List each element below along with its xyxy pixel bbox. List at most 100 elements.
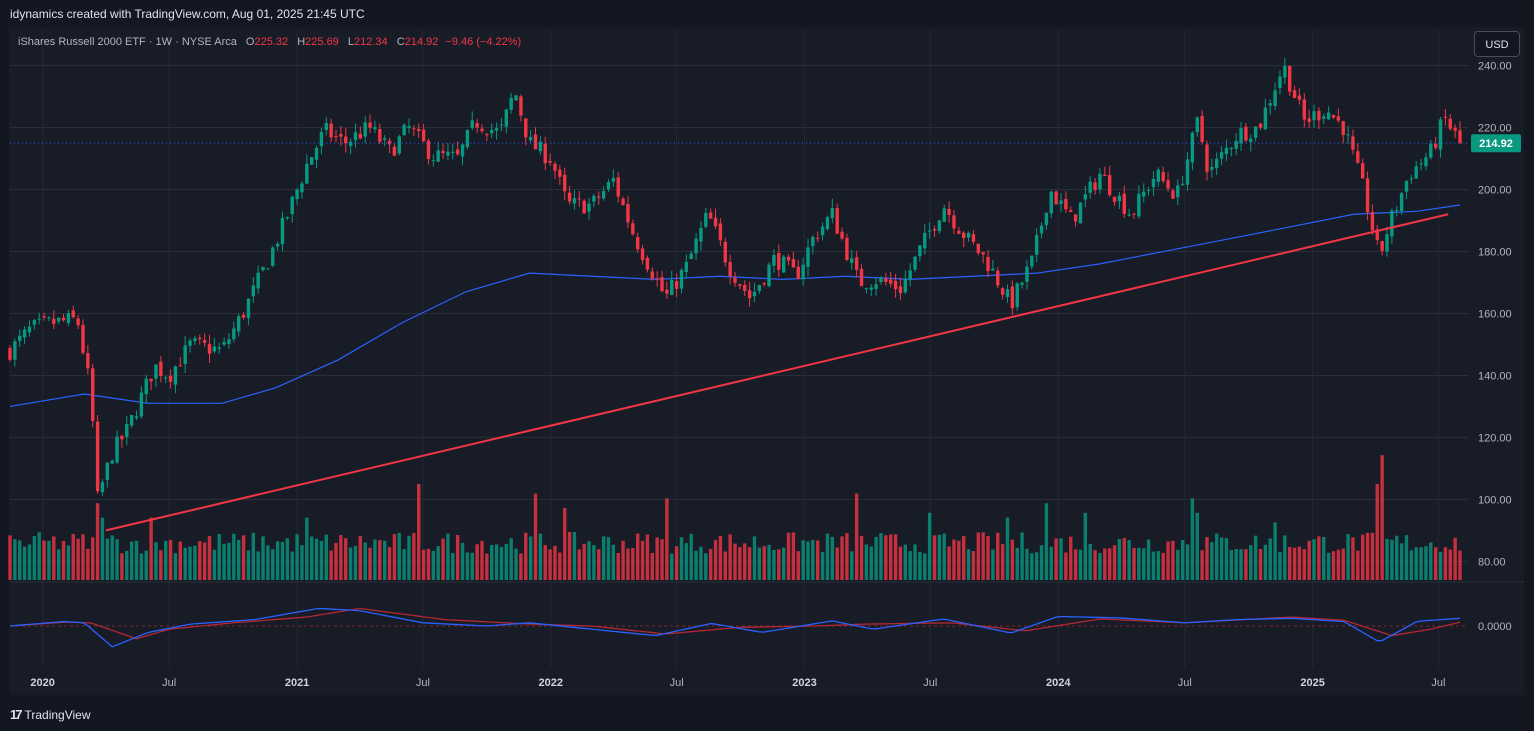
- volume-bar: [1156, 551, 1161, 580]
- volume-bar: [144, 550, 148, 580]
- volume-bar: [1429, 542, 1433, 580]
- candle-body: [767, 264, 771, 287]
- candle-body: [319, 131, 324, 147]
- candle-body: [859, 268, 864, 287]
- candle-body: [129, 414, 134, 426]
- y-tick-label: 240.00: [1478, 60, 1512, 72]
- candle-body: [164, 377, 168, 379]
- candle-body: [864, 288, 869, 290]
- volume-bar: [207, 536, 212, 580]
- candle-body: [168, 375, 173, 382]
- volume-bar: [679, 537, 684, 580]
- candle-body: [95, 421, 100, 492]
- volume-bar: [1000, 544, 1005, 580]
- volume-bar: [412, 533, 416, 580]
- volume-bar: [918, 551, 922, 580]
- candle-body: [8, 348, 12, 360]
- candle-body: [480, 128, 484, 132]
- volume-bar: [387, 547, 392, 580]
- x-tick-label: Jul: [923, 677, 937, 689]
- volume-bar: [66, 545, 71, 580]
- volume-bar: [592, 545, 596, 580]
- candle-body: [1180, 183, 1185, 185]
- volume-bar: [451, 553, 455, 580]
- volume-bar: [694, 550, 698, 580]
- candle-body: [1107, 174, 1112, 196]
- candle-body: [1336, 116, 1341, 121]
- candle-body: [587, 203, 591, 212]
- candle-body: [417, 128, 421, 131]
- volume-bar: [884, 535, 888, 580]
- volume-bar: [1137, 547, 1141, 580]
- candle-body: [923, 232, 927, 249]
- candle-body: [1112, 196, 1117, 202]
- candle-body: [100, 482, 105, 493]
- volume-bar: [563, 508, 567, 580]
- volume-bar: [368, 547, 372, 580]
- candle-body: [835, 208, 839, 234]
- candle-body: [616, 177, 620, 197]
- volume-bar: [1234, 549, 1238, 580]
- candle-body: [217, 347, 221, 349]
- currency-button[interactable]: USD: [1474, 31, 1520, 57]
- candle-body: [631, 223, 635, 235]
- volume-bar: [1273, 522, 1277, 580]
- volume-bar: [407, 535, 411, 580]
- volume-bar: [923, 553, 927, 580]
- candle-body: [392, 146, 397, 156]
- volume-bar: [227, 542, 231, 580]
- candle-body: [1346, 134, 1350, 136]
- candle-body: [1380, 241, 1384, 251]
- candle-body: [918, 245, 922, 257]
- volume-bar: [1317, 536, 1321, 580]
- volume-bar: [1151, 551, 1156, 580]
- volume-bar: [835, 547, 839, 580]
- volume-bar: [1069, 536, 1073, 580]
- volume-bar: [290, 551, 294, 580]
- volume-bar: [752, 536, 757, 580]
- volume-bar: [811, 539, 815, 580]
- oscillator-slow-line: [9, 607, 1461, 640]
- candle-body: [752, 291, 757, 297]
- tradingview-brand[interactable]: 17 TradingView: [10, 707, 91, 722]
- volume-bar: [1127, 540, 1131, 580]
- candle-body: [611, 178, 616, 182]
- candle-body: [942, 208, 946, 222]
- volume-bar: [1195, 512, 1199, 580]
- candle-body: [635, 237, 640, 250]
- candle-body: [1249, 138, 1253, 143]
- candle-body: [71, 310, 75, 318]
- volume-bar: [1385, 538, 1389, 580]
- candle-body: [1360, 163, 1365, 179]
- volume-bar: [280, 541, 285, 580]
- oscillator-zero-label: 0.0000: [1478, 621, 1512, 633]
- volume-bar: [514, 548, 518, 580]
- candle-body: [626, 204, 630, 223]
- volume-bar: [168, 539, 173, 580]
- volume-bar: [1005, 517, 1010, 580]
- candle-body: [1409, 178, 1414, 180]
- last-price-badge: [1471, 134, 1521, 153]
- candle-body: [1268, 103, 1272, 106]
- candle-body: [368, 122, 372, 128]
- x-tick-label: Jul: [1178, 677, 1192, 689]
- candle-body: [811, 236, 815, 247]
- candle-body: [966, 232, 971, 238]
- candle-body: [1224, 147, 1229, 155]
- candle-body: [781, 256, 786, 273]
- volume-bar: [27, 544, 32, 580]
- volume-bar: [81, 534, 85, 580]
- candle-body: [52, 318, 56, 324]
- candle-body: [553, 163, 557, 171]
- volume-bar: [937, 534, 942, 580]
- symbol-title[interactable]: iShares Russell 2000 ETF · 1W · NYSE Arc…: [18, 36, 237, 48]
- candle-body: [961, 232, 966, 239]
- chart-panel[interactable]: [9, 27, 1524, 695]
- x-tick-label: 2022: [539, 677, 563, 689]
- low-label: L: [347, 36, 354, 48]
- volume-bar: [1161, 552, 1165, 580]
- volume-bar: [879, 533, 883, 580]
- candle-body: [455, 149, 460, 155]
- volume-bar: [1346, 534, 1350, 580]
